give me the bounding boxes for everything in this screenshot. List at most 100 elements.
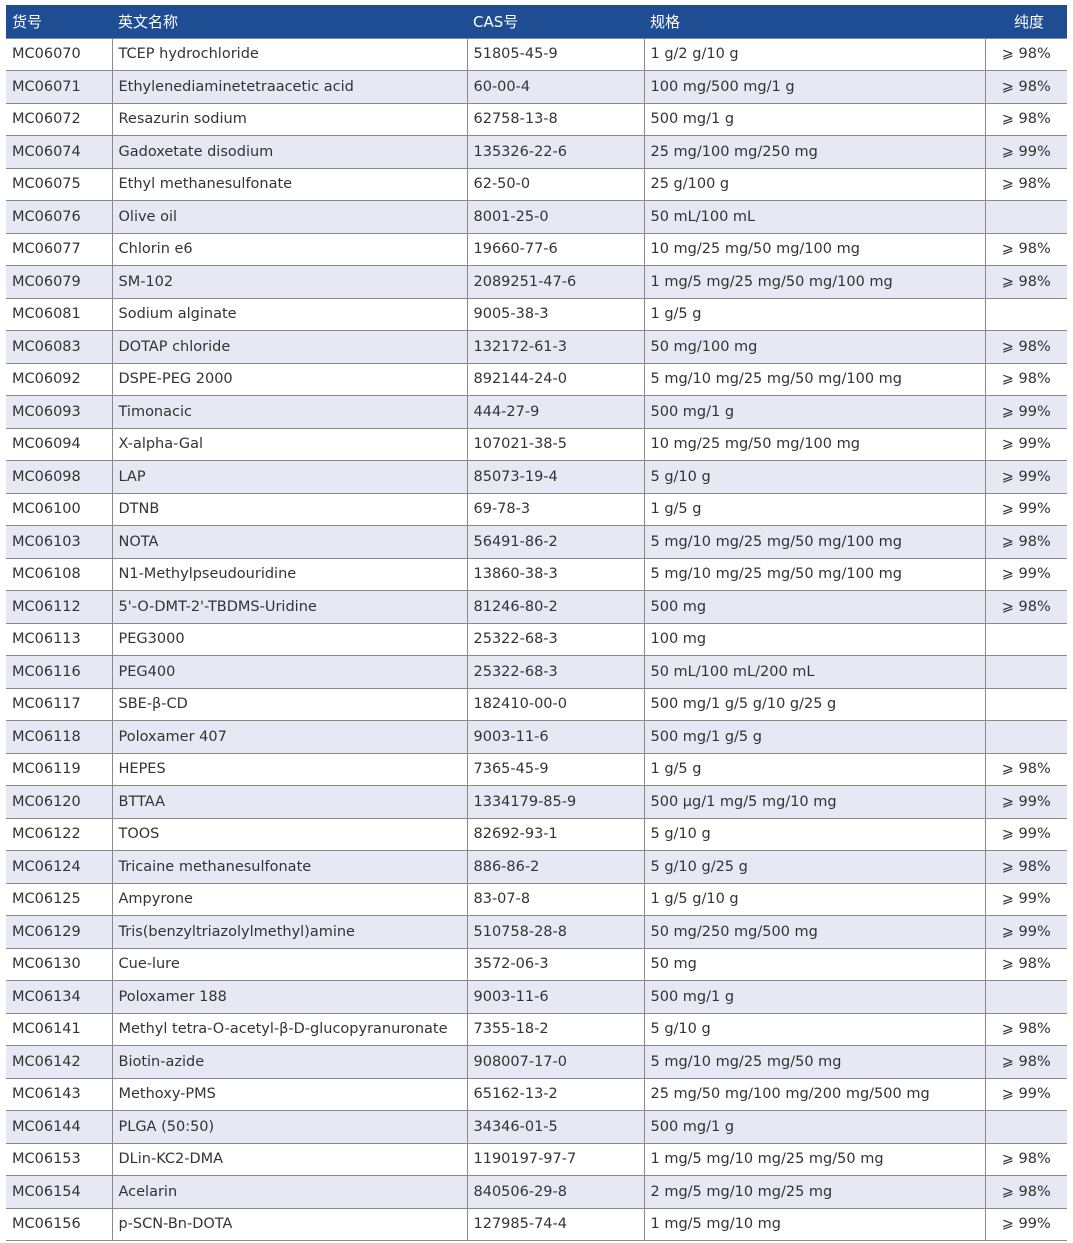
- item-code: MC06081: [6, 297, 113, 331]
- specification: 10 mg/25 mg/50 mg/100 mg: [643, 427, 986, 461]
- table-row: MC06119 HEPES 7365-45-9 1 g/5 g ⩾ 98%: [6, 752, 1067, 786]
- cas-number: 83-07-8: [466, 882, 645, 916]
- item-code: MC06125: [6, 882, 113, 916]
- purity: ⩾ 98%: [984, 1045, 1067, 1079]
- purity: ⩾ 98%: [984, 1142, 1067, 1176]
- cas-number: 25322-68-3: [466, 622, 645, 656]
- table-row: MC06129 Tris(benzyltriazolylmethyl)amine 5…: [6, 915, 1067, 949]
- english-name: Chlorin e6: [111, 232, 468, 266]
- table-row: MC06071 Ethylenediaminetetraacetic acid 60…: [6, 70, 1067, 104]
- item-code: MC06103: [6, 525, 113, 559]
- item-code: MC06072: [6, 102, 113, 136]
- header-cell: 规格: [644, 5, 985, 38]
- english-name: PEG3000: [111, 622, 468, 656]
- item-code: MC06119: [6, 752, 113, 786]
- table-row: MC06092 DSPE-PEG 2000 892144-24-0 5 mg/10 m…: [6, 362, 1067, 396]
- english-name: Gadoxetate disodium: [111, 135, 468, 169]
- purity: ⩾ 99%: [984, 785, 1067, 819]
- table-row: MC06076 Olive oil 8001-25-0 50 mL/100 mL: [6, 200, 1067, 234]
- english-name: TOOS: [111, 817, 468, 851]
- table-row: MC06141 Methyl tetra-O-acetyl-β-D-glucopy…: [6, 1012, 1067, 1046]
- item-code: MC06075: [6, 167, 113, 201]
- cas-number: 7365-45-9: [466, 752, 645, 786]
- specification: 50 mL/100 mL: [643, 200, 986, 234]
- cas-number: 51805-45-9: [466, 37, 645, 71]
- item-code: MC06116: [6, 655, 113, 689]
- purity: [984, 655, 1067, 689]
- english-name: Ethylenediaminetetraacetic acid: [111, 70, 468, 104]
- purity: [984, 200, 1067, 234]
- item-code: MC06113: [6, 622, 113, 656]
- specification: 500 mg/1 g: [643, 395, 986, 429]
- table-row: MC06144 PLGA (50:50) 34346-01-5 500 mg/1 g: [6, 1110, 1067, 1144]
- table-row: MC06116 PEG400 25322-68-3 50 mL/100 mL/200 …: [6, 655, 1067, 689]
- purity: ⩾ 98%: [984, 362, 1067, 396]
- english-name: Tricaine methanesulfonate: [111, 850, 468, 884]
- cas-number: 9003-11-6: [466, 720, 645, 754]
- table-row: MC06094 X-alpha-Gal 107021-38-5 10 mg/25 mg…: [6, 427, 1067, 461]
- cas-number: 34346-01-5: [466, 1110, 645, 1144]
- item-code: MC06094: [6, 427, 113, 461]
- table-row: MC06143 Methoxy-PMS 65162-13-2 25 mg/50 mg/…: [6, 1077, 1067, 1111]
- table-row: MC06130 Cue-lure 3572-06-3 50 mg ⩾ 98%: [6, 947, 1067, 981]
- cas-number: 510758-28-8: [466, 915, 645, 949]
- item-code: MC06154: [6, 1175, 113, 1209]
- purity: ⩾ 98%: [984, 102, 1067, 136]
- cas-number: 127985-74-4: [466, 1207, 645, 1241]
- cas-number: 82692-93-1: [466, 817, 645, 851]
- cas-number: 908007-17-0: [466, 1045, 645, 1079]
- item-code: MC06112: [6, 590, 113, 624]
- table-row: MC06153 DLin-KC2-DMA 1190197-97-7 1 mg/5 mg…: [6, 1142, 1067, 1176]
- cas-number: 132172-61-3: [466, 330, 645, 364]
- specification: 5 g/10 g: [643, 460, 986, 494]
- specification: 1 g/2 g/10 g: [643, 37, 986, 71]
- table-row: MC06093 Timonacic 444-27-9 500 mg/1 g ⩾ 99%: [6, 395, 1067, 429]
- specification: 50 mg: [643, 947, 986, 981]
- english-name: Acelarin: [111, 1175, 468, 1209]
- english-name: PLGA (50:50): [111, 1110, 468, 1144]
- table-row: MC06134 Poloxamer 188 9003-11-6 500 mg/1 g: [6, 980, 1067, 1014]
- specification: 1 mg/5 mg/25 mg/50 mg/100 mg: [643, 265, 986, 299]
- purity: [984, 297, 1067, 331]
- header-cell: 货号: [6, 5, 112, 38]
- purity: [984, 720, 1067, 754]
- purity: ⩾ 98%: [984, 70, 1067, 104]
- item-code: MC06120: [6, 785, 113, 819]
- purity: ⩾ 98%: [984, 525, 1067, 559]
- table-row: MC06103 NOTA 56491-86-2 5 mg/10 mg/25 mg/50…: [6, 525, 1067, 559]
- item-code: MC06129: [6, 915, 113, 949]
- cas-number: 1334179-85-9: [466, 785, 645, 819]
- purity: ⩾ 99%: [984, 1207, 1067, 1241]
- english-name: SM-102: [111, 265, 468, 299]
- specification: 50 mL/100 mL/200 mL: [643, 655, 986, 689]
- purity: ⩾ 99%: [984, 882, 1067, 916]
- cas-number: 892144-24-0: [466, 362, 645, 396]
- cas-number: 886-86-2: [466, 850, 645, 884]
- english-name: BTTAA: [111, 785, 468, 819]
- cas-number: 3572-06-3: [466, 947, 645, 981]
- purity: ⩾ 98%: [984, 37, 1067, 71]
- specification: 1 g/5 g: [643, 297, 986, 331]
- purity: ⩾ 99%: [984, 492, 1067, 526]
- english-name: DSPE-PEG 2000: [111, 362, 468, 396]
- table-row: MC06125 Ampyrone 83-07-8 1 g/5 g/10 g ⩾ 99%: [6, 882, 1067, 916]
- english-name: Olive oil: [111, 200, 468, 234]
- purity: ⩾ 98%: [984, 232, 1067, 266]
- cas-number: 840506-29-8: [466, 1175, 645, 1209]
- purity: ⩾ 98%: [984, 1175, 1067, 1209]
- purity: ⩾ 98%: [984, 265, 1067, 299]
- purity: ⩾ 98%: [984, 850, 1067, 884]
- item-code: MC06143: [6, 1077, 113, 1111]
- english-name: PEG400: [111, 655, 468, 689]
- specification: 25 mg/100 mg/250 mg: [643, 135, 986, 169]
- english-name: LAP: [111, 460, 468, 494]
- purity: [984, 687, 1067, 721]
- cas-number: 81246-80-2: [466, 590, 645, 624]
- cas-number: 56491-86-2: [466, 525, 645, 559]
- item-code: MC06098: [6, 460, 113, 494]
- english-name: 5'-O-DMT-2'-TBDMS-Uridine: [111, 590, 468, 624]
- specification: 500 μg/1 mg/5 mg/10 mg: [643, 785, 986, 819]
- header-cell: 纯度: [985, 5, 1067, 38]
- specification: 50 mg/100 mg: [643, 330, 986, 364]
- table-row: MC06070 TCEP hydrochloride 51805-45-9 1 g/2…: [6, 37, 1067, 71]
